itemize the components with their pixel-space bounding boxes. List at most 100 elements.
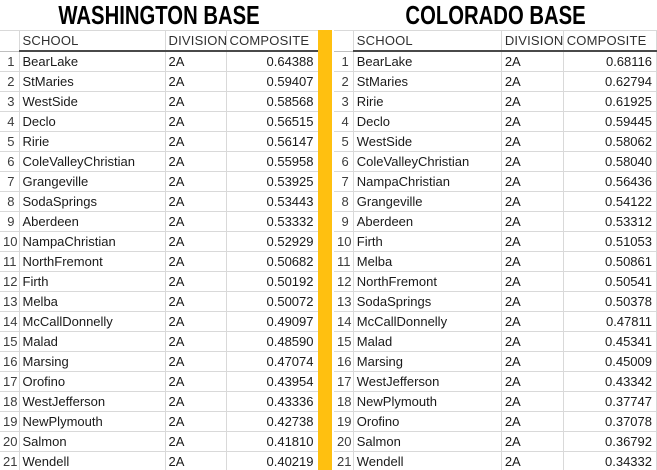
division-cell[interactable]: 2A (501, 391, 564, 412)
division-cell[interactable]: 2A (165, 231, 227, 252)
school-cell[interactable]: Salmon (353, 431, 502, 452)
rank-cell[interactable]: 19 (0, 411, 20, 432)
rank-cell[interactable]: 16 (334, 351, 354, 372)
division-cell[interactable]: 2A (165, 91, 227, 112)
school-cell[interactable]: NorthFremont (353, 271, 502, 292)
rank-cell[interactable]: 9 (0, 211, 20, 232)
composite-cell[interactable]: 0.58062 (563, 131, 657, 152)
school-cell[interactable]: Orofino (19, 371, 166, 392)
division-cell[interactable]: 2A (165, 431, 227, 452)
composite-cell[interactable]: 0.45009 (563, 351, 657, 372)
composite-cell[interactable]: 0.64388 (226, 51, 319, 72)
division-cell[interactable]: 2A (165, 171, 227, 192)
rank-cell[interactable]: 5 (0, 131, 20, 152)
school-cell[interactable]: Firth (353, 231, 502, 252)
composite-header-cell[interactable]: COMPOSITE (226, 30, 319, 52)
composite-cell[interactable]: 0.56515 (226, 111, 319, 132)
row-number-header-cell[interactable] (0, 30, 20, 52)
division-cell[interactable]: 2A (165, 271, 227, 292)
division-cell[interactable]: 2A (165, 291, 227, 312)
rank-cell[interactable]: 7 (334, 171, 354, 192)
rank-cell[interactable]: 12 (334, 271, 354, 292)
school-cell[interactable]: SodaSprings (19, 191, 166, 212)
school-cell[interactable]: WestJefferson (19, 391, 166, 412)
rank-cell[interactable]: 17 (334, 371, 354, 392)
school-cell[interactable]: WestJefferson (353, 371, 502, 392)
composite-cell[interactable]: 0.40219 (226, 451, 319, 470)
school-cell[interactable]: Aberdeen (353, 211, 502, 232)
school-cell[interactable]: SodaSprings (353, 291, 502, 312)
composite-cell[interactable]: 0.47811 (563, 311, 657, 332)
rank-cell[interactable]: 15 (0, 331, 20, 352)
composite-cell[interactable]: 0.52929 (226, 231, 319, 252)
school-cell[interactable]: WestSide (19, 91, 166, 112)
rank-cell[interactable]: 6 (0, 151, 20, 172)
rank-cell[interactable]: 16 (0, 351, 20, 372)
rank-cell[interactable]: 2 (334, 71, 354, 92)
composite-cell[interactable]: 0.43954 (226, 371, 319, 392)
school-cell[interactable]: Ririe (353, 91, 502, 112)
rank-cell[interactable]: 12 (0, 271, 20, 292)
rank-cell[interactable]: 11 (334, 251, 354, 272)
division-cell[interactable]: 2A (501, 331, 564, 352)
rank-cell[interactable]: 14 (0, 311, 20, 332)
school-cell[interactable]: StMaries (353, 71, 502, 92)
school-cell[interactable]: NorthFremont (19, 251, 166, 272)
rank-cell[interactable]: 11 (0, 251, 20, 272)
division-header-cell[interactable]: DIVISION (165, 30, 227, 52)
composite-cell[interactable]: 0.50192 (226, 271, 319, 292)
rank-cell[interactable]: 4 (334, 111, 354, 132)
school-cell[interactable]: Wendell (353, 451, 502, 470)
division-cell[interactable]: 2A (501, 51, 564, 72)
division-cell[interactable]: 2A (501, 311, 564, 332)
division-cell[interactable]: 2A (501, 151, 564, 172)
composite-header-cell[interactable]: COMPOSITE (563, 30, 657, 52)
division-cell[interactable]: 2A (501, 291, 564, 312)
rank-cell[interactable]: 1 (334, 51, 354, 72)
school-header-cell[interactable]: SCHOOL (19, 30, 166, 52)
division-cell[interactable]: 2A (501, 111, 564, 132)
rank-cell[interactable]: 10 (0, 231, 20, 252)
composite-cell[interactable]: 0.45341 (563, 331, 657, 352)
composite-cell[interactable]: 0.61925 (563, 91, 657, 112)
composite-cell[interactable]: 0.43336 (226, 391, 319, 412)
division-header-cell[interactable]: DIVISION (501, 30, 564, 52)
rank-cell[interactable]: 15 (334, 331, 354, 352)
school-cell[interactable]: Marsing (19, 351, 166, 372)
rank-cell[interactable]: 4 (0, 111, 20, 132)
school-cell[interactable]: WestSide (353, 131, 502, 152)
composite-cell[interactable]: 0.50861 (563, 251, 657, 272)
division-cell[interactable]: 2A (165, 211, 227, 232)
school-cell[interactable]: NewPlymouth (19, 411, 166, 432)
school-cell[interactable]: Marsing (353, 351, 502, 372)
composite-cell[interactable]: 0.49097 (226, 311, 319, 332)
rank-cell[interactable]: 21 (334, 451, 354, 470)
division-cell[interactable]: 2A (165, 191, 227, 212)
composite-cell[interactable]: 0.47074 (226, 351, 319, 372)
rank-cell[interactable]: 13 (334, 291, 354, 312)
division-cell[interactable]: 2A (165, 451, 227, 470)
composite-cell[interactable]: 0.62794 (563, 71, 657, 92)
composite-cell[interactable]: 0.50378 (563, 291, 657, 312)
rank-cell[interactable]: 18 (334, 391, 354, 412)
composite-cell[interactable]: 0.50682 (226, 251, 319, 272)
composite-cell[interactable]: 0.41810 (226, 431, 319, 452)
school-cell[interactable]: NampaChristian (353, 171, 502, 192)
composite-cell[interactable]: 0.53332 (226, 211, 319, 232)
school-cell[interactable]: Melba (19, 291, 166, 312)
school-header-cell[interactable]: SCHOOL (353, 30, 502, 52)
rank-cell[interactable]: 19 (334, 411, 354, 432)
division-cell[interactable]: 2A (501, 211, 564, 232)
school-cell[interactable]: BearLake (19, 51, 166, 72)
rank-cell[interactable]: 14 (334, 311, 354, 332)
division-cell[interactable]: 2A (165, 111, 227, 132)
composite-cell[interactable]: 0.58568 (226, 91, 319, 112)
rank-cell[interactable]: 20 (334, 431, 354, 452)
rank-cell[interactable]: 8 (334, 191, 354, 212)
division-cell[interactable]: 2A (501, 251, 564, 272)
rank-cell[interactable]: 9 (334, 211, 354, 232)
composite-cell[interactable]: 0.51053 (563, 231, 657, 252)
school-cell[interactable]: BearLake (353, 51, 502, 72)
division-cell[interactable]: 2A (165, 331, 227, 352)
composite-cell[interactable]: 0.59407 (226, 71, 319, 92)
